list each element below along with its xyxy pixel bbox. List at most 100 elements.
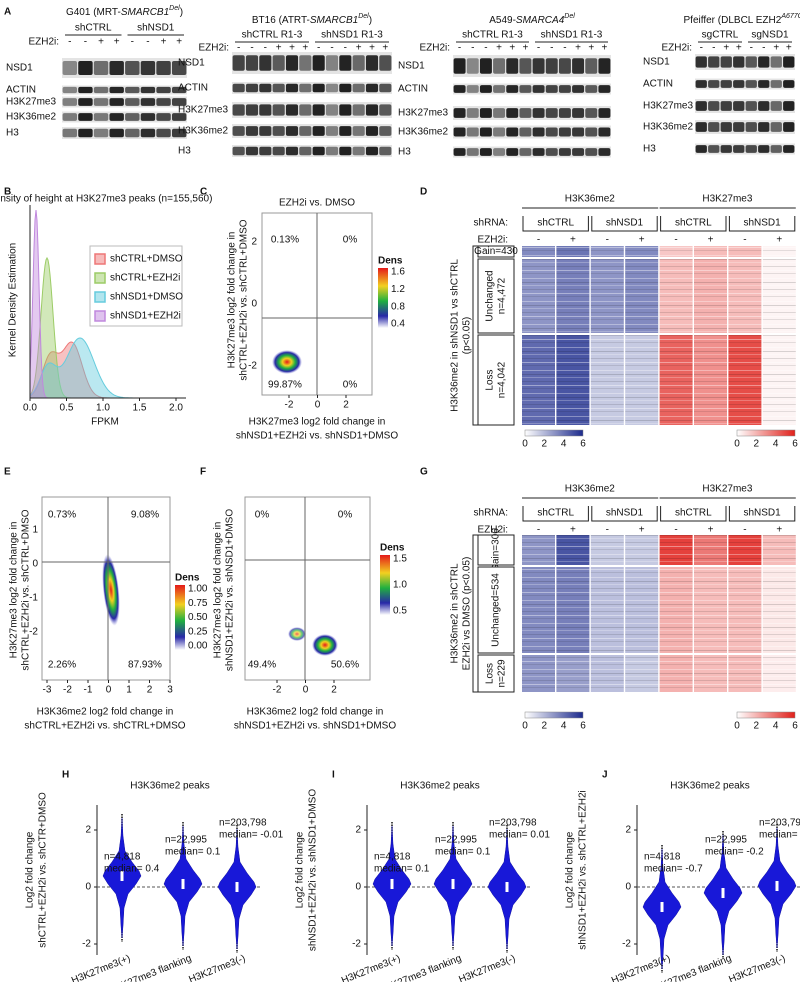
blot-band [140, 61, 156, 75]
ezh2i-sign: - [674, 525, 677, 536]
blot-band [245, 104, 259, 116]
title-part: SMARCB1 [310, 15, 358, 26]
heatmap-texture [659, 655, 693, 692]
lane-sign: - [471, 43, 474, 54]
colorbar [524, 711, 584, 719]
blot-band [140, 128, 156, 138]
blot-background [232, 145, 392, 157]
blot-band [156, 86, 171, 94]
row-label: H3K27me3 [6, 97, 56, 108]
lane-sign: + [496, 43, 502, 54]
blot-band [245, 55, 259, 71]
blot-background [453, 125, 611, 139]
lane-sign: - [68, 37, 71, 48]
blot-band [312, 146, 325, 156]
colorbar [380, 555, 390, 615]
blot-band [312, 55, 325, 71]
blot-background [232, 102, 392, 118]
blot-band [156, 98, 171, 106]
heatmap-texture [728, 335, 762, 425]
quadrant-percent: 50.6% [331, 660, 359, 671]
density-blob [102, 554, 120, 626]
y-axis-label: Log2 fold change [25, 831, 36, 908]
colorbar-tick-label: 2 [754, 439, 760, 450]
title-part: A549- [489, 15, 516, 26]
colorbar-tick-label: 6 [792, 721, 798, 732]
y-axis-label: Kernel Density Estimation [8, 243, 19, 358]
blot-band [720, 101, 732, 111]
legend-swatch [94, 272, 106, 284]
heatmap-texture [659, 567, 693, 653]
annotation: median= -0.2 [705, 847, 764, 858]
group-label: shCTRL [537, 508, 574, 519]
blot-band [352, 104, 365, 116]
blot-band [125, 113, 140, 121]
colorbar-tick-label: 0 [734, 439, 740, 450]
blot-band [695, 145, 707, 153]
heatmap-texture [728, 246, 762, 257]
blot-title: BT16 (ATRT-SMARCB1Del) [252, 13, 372, 26]
blot-band [466, 58, 479, 74]
blot-band [519, 127, 532, 137]
blot-band [171, 113, 187, 121]
quadrant-percent: 0% [255, 510, 270, 521]
lane-sign: - [750, 43, 753, 54]
violin-box [660, 902, 664, 912]
blot-band [379, 55, 392, 71]
quadrant-percent: 0% [343, 380, 358, 391]
lane-sign: - [762, 43, 765, 54]
blot-band [783, 80, 795, 88]
x-tick-label: 0 [303, 685, 309, 696]
ezh2i-label: EZH2i: [661, 43, 692, 54]
plot-title: EZH2i vs. DMSO [279, 198, 355, 209]
lane-sign: - [330, 43, 333, 54]
panel-letter: C [200, 187, 207, 198]
legend-swatch [94, 291, 106, 303]
x-tick-label: -2 [63, 685, 72, 696]
blot-band [78, 86, 93, 94]
row-label: ACTIN [6, 85, 36, 96]
blot-band [479, 148, 492, 156]
heatmap-texture [728, 655, 762, 692]
group-bracket [522, 506, 589, 522]
blot-background [62, 85, 187, 95]
title-part: G401 (MRT- [66, 7, 121, 18]
y-tick-label: -2 [82, 939, 91, 950]
cluster-label: n=229 [497, 659, 508, 688]
colorbar-tick-label: 0 [522, 439, 528, 450]
blot-band [62, 86, 78, 94]
heatmap-texture [659, 246, 693, 257]
heatmap-texture [590, 567, 624, 653]
blot-band [78, 113, 93, 121]
blot-background [232, 52, 392, 74]
blot-background [453, 55, 611, 77]
annotation: n=22,995 [165, 835, 207, 846]
heatmap-texture [522, 259, 555, 333]
title-part: ) [369, 15, 372, 26]
x-tick-label: 2.0 [169, 403, 183, 414]
lane-sign: - [712, 43, 715, 54]
blot-band [598, 85, 611, 93]
quadrant-percent: 49.4% [248, 660, 276, 671]
blot-background [62, 96, 187, 108]
blot-band [365, 55, 379, 71]
blot-band [78, 98, 93, 106]
lane-sign: - [264, 43, 267, 54]
blot-band [479, 58, 492, 74]
lane-sign: + [786, 43, 792, 54]
blot-band [532, 148, 545, 156]
lane-sign: - [131, 37, 134, 48]
blot-band [78, 128, 93, 138]
row-label: H3 [6, 128, 19, 139]
y-tick-label: 0 [251, 299, 257, 310]
blot-band [171, 98, 187, 106]
x-tick-label: 2 [343, 400, 349, 411]
y-tick-label: 2 [251, 237, 257, 248]
blot-band [493, 148, 506, 156]
x-tick-label: H3K27me3(+) [340, 953, 402, 982]
group-label: shCTRL [75, 23, 112, 34]
violin-box [120, 871, 124, 881]
blot-band [299, 55, 312, 71]
blot-band [720, 122, 732, 132]
